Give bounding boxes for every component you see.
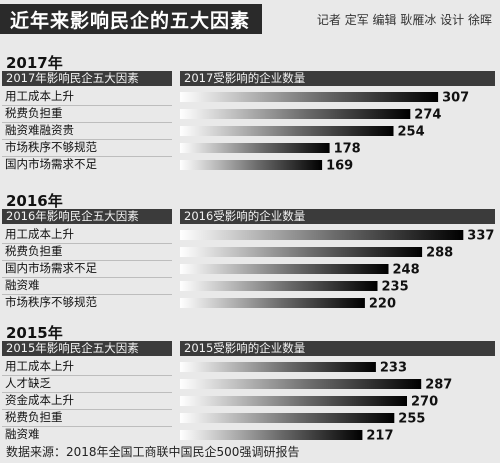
category-label: 资金成本上升 [5, 393, 74, 407]
category-label: 市场秩序不够规范 [5, 140, 97, 154]
row-divider [2, 105, 172, 106]
value-label: 235 [382, 280, 409, 295]
year-heading: 2017年 [6, 54, 63, 72]
value-label: 255 [398, 412, 425, 427]
year-heading: 2015年 [6, 324, 63, 342]
row-divider [2, 409, 172, 410]
row-divider [2, 392, 172, 393]
bar [180, 230, 464, 240]
value-label: 220 [369, 297, 396, 312]
count-column-header: 2015受影响的企业数量 [180, 341, 495, 356]
bar [180, 379, 422, 389]
category-label: 人才缺乏 [5, 376, 51, 390]
bar [180, 247, 423, 257]
count-column-header: 2017受影响的企业数量 [180, 71, 495, 86]
page-header: 近年来影响民企的五大因素 记者 定军 编辑 耿雁冰 设计 徐晖 [0, 0, 500, 38]
category-label: 用工成本上升 [5, 227, 74, 241]
category-label: 市场秩序不够规范 [5, 295, 97, 309]
row-divider [2, 260, 172, 261]
row-divider [2, 243, 172, 244]
page-title: 近年来影响民企的五大因素 [0, 4, 263, 34]
bar [180, 396, 407, 406]
factors-column-header: 2015年影响民企五大因素 [2, 341, 172, 356]
bar [180, 281, 378, 291]
bar [180, 92, 439, 102]
bar [180, 126, 394, 136]
category-label: 融资难 [5, 278, 40, 292]
category-label: 国内市场需求不足 [5, 261, 97, 275]
bar [180, 430, 363, 440]
factors-column-header: 2017年影响民企五大因素 [2, 71, 172, 86]
category-label: 融资难 [5, 427, 40, 441]
credits: 记者 定军 编辑 耿雁冰 设计 徐晖 [316, 12, 492, 27]
value-label: 233 [380, 361, 407, 376]
category-label: 税费负担重 [5, 106, 63, 120]
value-label: 307 [442, 91, 469, 106]
row-divider [2, 139, 172, 140]
row-divider [2, 426, 172, 427]
bar [180, 109, 411, 119]
bar [180, 298, 365, 308]
bar [180, 413, 395, 423]
value-label: 270 [411, 395, 438, 410]
bar [180, 362, 376, 372]
category-label: 国内市场需求不足 [5, 157, 97, 171]
bar [180, 160, 323, 170]
source-note: 数据来源：2018年全国工商联中国民企500强调研报告 [6, 445, 300, 459]
count-column-header: 2016受影响的企业数量 [180, 209, 495, 224]
value-label: 254 [398, 125, 425, 140]
value-label: 178 [334, 142, 361, 157]
row-divider [2, 122, 172, 123]
value-label: 337 [467, 229, 494, 244]
row-divider [2, 294, 172, 295]
value-label: 274 [414, 108, 441, 123]
value-label: 288 [426, 246, 453, 261]
row-divider [2, 156, 172, 157]
row-divider [2, 375, 172, 376]
category-label: 用工成本上升 [5, 359, 74, 373]
category-label: 融资难融资贵 [5, 123, 74, 137]
value-label: 287 [425, 378, 452, 393]
bar [180, 143, 330, 153]
category-label: 税费负担重 [5, 244, 63, 258]
value-label: 217 [366, 429, 393, 444]
value-label: 248 [393, 263, 420, 278]
bar [180, 264, 389, 274]
value-label: 169 [326, 159, 353, 174]
category-label: 税费负担重 [5, 410, 63, 424]
year-heading: 2016年 [6, 192, 63, 210]
row-divider [2, 277, 172, 278]
category-label: 用工成本上升 [5, 89, 74, 103]
factors-column-header: 2016年影响民企五大因素 [2, 209, 172, 224]
